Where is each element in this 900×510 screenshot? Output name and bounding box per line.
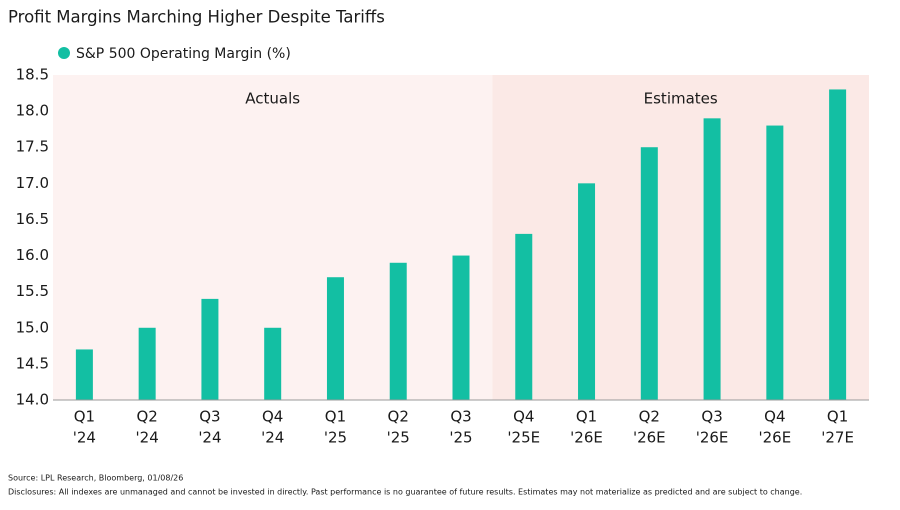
y-tick-label: 15.5 — [16, 282, 49, 300]
x-tick-label: '26E — [758, 429, 791, 447]
x-tick-label: '25 — [387, 429, 410, 447]
x-tick-label: '25 — [449, 429, 472, 447]
bar — [389, 262, 407, 400]
y-tick-label: 17.0 — [16, 174, 49, 192]
y-tick-label: 16.0 — [16, 246, 49, 264]
y-tick-label: 14.5 — [16, 354, 49, 372]
shaded-region — [492, 75, 869, 400]
x-tick-label: Q3 — [701, 408, 722, 426]
x-tick-label: Q4 — [513, 408, 534, 426]
legend-label: S&P 500 Operating Margin (%) — [76, 46, 291, 62]
x-tick-label: Q4 — [764, 408, 785, 426]
x-tick-label: '24 — [261, 429, 284, 447]
x-tick-label: Q2 — [388, 408, 409, 426]
bar — [201, 298, 219, 400]
bar — [326, 277, 344, 400]
disclosure-note: Disclosures: All indexes are unmanaged a… — [8, 488, 802, 497]
x-tick-label: Q3 — [450, 408, 471, 426]
x-tick-label: '26E — [696, 429, 729, 447]
bar — [138, 327, 156, 400]
bar — [829, 89, 847, 400]
bar — [640, 147, 658, 400]
chart-title: Profit Margins Marching Higher Despite T… — [8, 8, 385, 27]
x-tick-label: Q4 — [262, 408, 283, 426]
x-tick-label: Q1 — [74, 408, 95, 426]
x-tick-label: Q1 — [325, 408, 346, 426]
bar — [452, 255, 470, 400]
y-tick-label: 18.5 — [16, 66, 49, 84]
y-tick-label: 18.0 — [16, 102, 49, 120]
region-label: Actuals — [245, 90, 300, 108]
x-tick-label: Q1 — [576, 408, 597, 426]
source-note: Source: LPL Research, Bloomberg, 01/08/2… — [8, 474, 183, 483]
legend-swatch — [58, 47, 70, 59]
bar — [515, 233, 533, 400]
x-tick-label: '24 — [73, 429, 96, 447]
y-tick-label: 14.0 — [16, 391, 49, 409]
y-tick-label: 15.0 — [16, 318, 49, 336]
x-tick-label: '25 — [324, 429, 347, 447]
x-tick-label: '24 — [198, 429, 221, 447]
bar — [766, 125, 784, 401]
x-tick-label: '27E — [821, 429, 854, 447]
y-tick-label: 17.5 — [16, 138, 49, 156]
bar — [578, 183, 596, 400]
plot-area: Actuals Estimates 14.0 14.5 15.0 15.5 16.0 16.5… — [16, 66, 869, 447]
y-tick-label: 16.5 — [16, 210, 49, 228]
x-tick-label: '26E — [633, 429, 666, 447]
bar — [264, 327, 282, 400]
region-label: Estimates — [644, 90, 718, 108]
bar — [703, 118, 721, 400]
bar — [75, 349, 93, 400]
x-tick-label: Q1 — [827, 408, 848, 426]
x-tick-label: Q2 — [639, 408, 660, 426]
x-tick-label: '26E — [570, 429, 603, 447]
x-tick-label: Q2 — [136, 408, 157, 426]
x-tick-label: Q3 — [199, 408, 220, 426]
x-tick-label: '24 — [136, 429, 159, 447]
x-tick-label: '25E — [507, 429, 540, 447]
